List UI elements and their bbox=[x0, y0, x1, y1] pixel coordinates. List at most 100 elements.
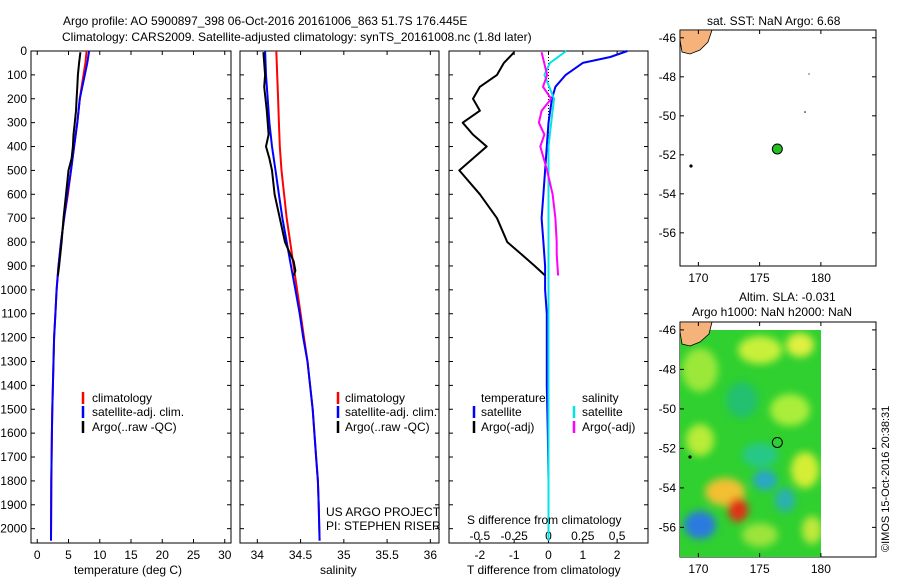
sst-map-title: sat. SST: NaN Argo: 6.68 bbox=[707, 14, 841, 28]
sla-map-title-line1: Altim. SLA: -0.031 bbox=[739, 290, 836, 304]
pi-credit: PI: STEPHEN RISER bbox=[326, 519, 441, 533]
depth-tick-label: 700 bbox=[7, 211, 27, 225]
temperature-xtick-label: 0 bbox=[34, 548, 41, 562]
difference-xtick-label: 2 bbox=[614, 548, 621, 562]
diff-legend-sal-argo: Argo(-adj) bbox=[582, 420, 636, 434]
depth-tick-label: 1300 bbox=[0, 354, 27, 368]
difference-xtick-label: -1 bbox=[509, 548, 520, 562]
diff-xlabel: T difference from climatology bbox=[467, 563, 621, 577]
temperature-xtick-label: 10 bbox=[93, 548, 107, 562]
temp-legend-satellite: satellite-adj. clim. bbox=[92, 405, 185, 419]
depth-tick-label: 800 bbox=[7, 235, 27, 249]
sst-map-ytick-label: -56 bbox=[659, 226, 677, 240]
sal-legend-climatology: climatology bbox=[345, 391, 406, 405]
depth-tick-label: 1100 bbox=[1, 307, 27, 321]
sst-map-island bbox=[804, 111, 806, 113]
difference-series-salinity-argo-adj- bbox=[537, 51, 560, 276]
difference-series-temperature-argo-adj- bbox=[458, 51, 546, 277]
sla-map-ytick-label: -46 bbox=[659, 323, 677, 337]
salinity-xtick-label: 35 bbox=[337, 548, 351, 562]
sst-map-island bbox=[808, 73, 810, 75]
temperature-xtick-label: 25 bbox=[187, 548, 201, 562]
sla-map-ytick-label: -54 bbox=[659, 481, 677, 495]
depth-tick-label: 1600 bbox=[0, 426, 27, 440]
depth-tick-label: 600 bbox=[7, 187, 27, 201]
imos-timestamp: ©IMOS 15-Oct-2016 20:38:31 bbox=[880, 405, 892, 552]
diff-top-axis-label: S difference from climatology bbox=[467, 513, 622, 527]
depth-tick-label: 2000 bbox=[0, 522, 27, 536]
temp-legend-climatology: climatology bbox=[92, 391, 153, 405]
temperature-xtick-label: 20 bbox=[156, 548, 170, 562]
sst-map-xtick-label: 180 bbox=[811, 271, 831, 285]
depth-tick-label: 500 bbox=[7, 163, 27, 177]
sst-map-ytick-label: -46 bbox=[659, 31, 677, 45]
depth-tick-label: 1000 bbox=[0, 283, 27, 297]
diff-legend-salinity-title: salinity bbox=[582, 391, 619, 405]
depth-tick-label: 400 bbox=[7, 140, 27, 154]
sla-map-island bbox=[688, 455, 692, 459]
depth-tick-label: 1700 bbox=[0, 450, 27, 464]
sst-map-ytick-label: -48 bbox=[659, 70, 677, 84]
sst-map-land bbox=[679, 29, 713, 55]
figure-title-line2: Climatology: CARS2009. Satellite-adjuste… bbox=[62, 30, 532, 44]
sla-map-xtick-label: 170 bbox=[688, 562, 708, 576]
depth-tick-label: 900 bbox=[7, 259, 27, 273]
salinity-xtick-label: 34.5 bbox=[289, 548, 313, 562]
sla-map-ytick-label: -52 bbox=[659, 441, 677, 455]
sla-map-argo-float-marker bbox=[771, 436, 783, 448]
depth-tick-label: 1400 bbox=[0, 378, 27, 392]
temperature-panel-frame bbox=[30, 50, 232, 544]
depth-tick-label: 1200 bbox=[0, 331, 27, 345]
temperature-xtick-label: 15 bbox=[124, 548, 138, 562]
sla-map-xtick-label: 175 bbox=[750, 562, 770, 576]
difference-xtick-label: -2 bbox=[475, 548, 486, 562]
sst-map-ytick-label: -50 bbox=[659, 109, 677, 123]
difference-xtick-label: 0 bbox=[545, 548, 552, 562]
temperature-xtick-label: 5 bbox=[65, 548, 72, 562]
diff-s-tick-label: 0.5 bbox=[609, 529, 626, 543]
difference-series-salinity-satellite bbox=[543, 50, 567, 541]
diff-s-tick-label: 0.25 bbox=[571, 529, 595, 543]
sst-map-ytick-label: -54 bbox=[659, 187, 677, 201]
sal-legend-satellite: satellite-adj. clim. bbox=[345, 405, 438, 419]
diff-s-tick-label: -0.25 bbox=[501, 529, 529, 543]
diff-legend-sal-satellite: satellite bbox=[582, 405, 623, 419]
temperature-xtick-label: 30 bbox=[218, 548, 232, 562]
diff-legend-temp-argo: Argo(-adj) bbox=[481, 420, 535, 434]
sla-map-ytick-label: -56 bbox=[659, 520, 677, 534]
salinity-xlabel: salinity bbox=[320, 563, 357, 577]
depth-tick-label: 0 bbox=[20, 44, 27, 58]
salinity-xtick-label: 36 bbox=[424, 548, 438, 562]
figure-title-line1: Argo profile: AO 5900897_398 06-Oct-2016… bbox=[63, 14, 468, 28]
salinity-xtick-label: 35.5 bbox=[375, 548, 399, 562]
sst-map-ytick-label: -52 bbox=[659, 148, 677, 162]
depth-tick-label: 1500 bbox=[0, 402, 27, 416]
diff-s-tick-label: -0.5 bbox=[470, 529, 491, 543]
sst-map-xtick-label: 170 bbox=[688, 271, 708, 285]
depth-tick-label: 200 bbox=[7, 92, 27, 106]
sal-legend-argo: Argo(..raw -QC) bbox=[345, 420, 430, 434]
sla-map-land bbox=[679, 321, 713, 347]
depth-tick-label: 300 bbox=[7, 116, 27, 130]
sla-map-title-line2: Argo h1000: NaN h2000: NaN bbox=[692, 305, 853, 319]
sst-map-xtick-label: 175 bbox=[750, 271, 770, 285]
temperature-xlabel: temperature (deg C) bbox=[74, 563, 183, 577]
depth-tick-label: 100 bbox=[7, 68, 27, 82]
sst-map-argo-float-marker bbox=[771, 143, 783, 155]
salinity-series-argo-raw-qc- bbox=[262, 52, 297, 276]
temperature-series-argo-raw-qc- bbox=[56, 52, 82, 276]
depth-tick-label: 1900 bbox=[0, 498, 27, 512]
difference-xtick-label: 1 bbox=[579, 548, 586, 562]
sla-heatmap-field bbox=[680, 330, 821, 557]
sla-map-xtick-label: 180 bbox=[811, 562, 831, 576]
diff-legend-temperature-title: temperature bbox=[481, 391, 546, 405]
depth-tick-label: 1800 bbox=[0, 474, 27, 488]
temp-legend-argo: Argo(..raw -QC) bbox=[92, 420, 177, 434]
sst-map-island bbox=[689, 164, 693, 168]
sla-map-ytick-label: -50 bbox=[659, 402, 677, 416]
salinity-series-satellite-adj-clim- bbox=[264, 50, 321, 541]
sla-map-ytick-label: -48 bbox=[659, 362, 677, 376]
diff-legend-temp-satellite: satellite bbox=[481, 405, 522, 419]
project-credit: US ARGO PROJECT bbox=[326, 505, 441, 519]
